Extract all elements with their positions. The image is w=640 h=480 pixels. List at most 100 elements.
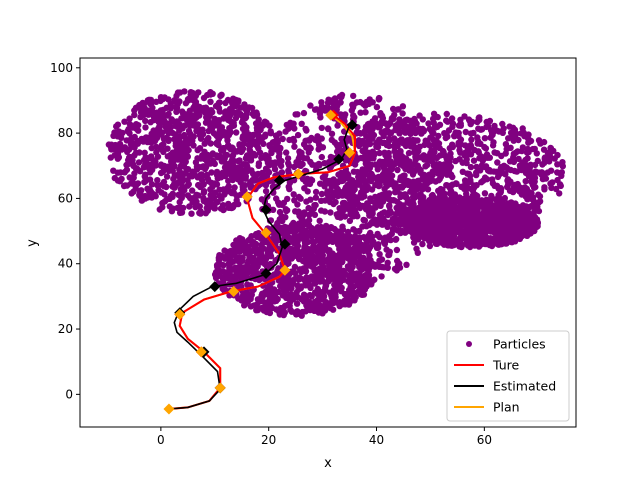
particle-point <box>412 119 419 127</box>
particle-point <box>404 225 411 232</box>
particle-point <box>406 142 414 149</box>
particle-point <box>248 133 255 141</box>
particle-point <box>368 124 375 131</box>
particle-point <box>400 182 407 189</box>
particle-point <box>400 216 408 224</box>
particle-point <box>380 238 388 245</box>
particle-point <box>307 158 314 166</box>
particle-point <box>466 237 473 244</box>
particle-point <box>441 130 448 137</box>
particle-point <box>302 278 310 286</box>
particle-point <box>146 176 154 183</box>
particle-point <box>419 218 426 225</box>
particle-point <box>233 98 240 105</box>
particle-point <box>114 133 121 140</box>
particle-point <box>157 94 165 101</box>
particle-point <box>169 205 177 212</box>
particle-point <box>159 146 167 154</box>
particle-point <box>194 202 201 209</box>
particle-point <box>429 115 437 123</box>
particle-point <box>134 140 141 147</box>
particle-point <box>351 158 358 166</box>
particle-point <box>290 249 297 257</box>
particle-point <box>263 119 270 126</box>
particle-point <box>349 260 356 268</box>
particle-point <box>373 120 380 128</box>
particle-point <box>248 104 256 112</box>
particle-point <box>221 128 228 136</box>
particle-point <box>490 128 498 135</box>
particle-point <box>315 160 323 168</box>
particle-point <box>129 175 137 182</box>
particle-point <box>406 163 414 170</box>
particle-point <box>262 182 270 189</box>
particle-point <box>342 191 349 198</box>
particle-point <box>253 260 261 267</box>
particle-point <box>474 134 481 141</box>
particle-point <box>324 301 331 309</box>
particle-point <box>352 210 360 217</box>
particle-point <box>270 286 278 293</box>
particle-point <box>443 182 450 189</box>
particle-point <box>535 199 542 206</box>
particle-point <box>376 263 383 270</box>
particle-point <box>419 125 426 133</box>
particle-point <box>386 173 393 181</box>
particle-point <box>462 149 469 156</box>
particle-point <box>227 247 235 255</box>
particle-point <box>362 272 369 279</box>
particle-point <box>187 89 195 96</box>
marker-estimated <box>279 238 291 250</box>
particle-point <box>391 139 399 147</box>
particle-point <box>350 202 357 209</box>
particle-point <box>316 217 323 224</box>
particle-point <box>224 188 231 195</box>
particle-point <box>231 167 238 175</box>
particle-point <box>147 96 155 104</box>
particle-point <box>436 175 443 183</box>
particle-point <box>463 190 470 197</box>
particle-point <box>430 194 437 201</box>
particle-point <box>295 208 302 215</box>
particle-point <box>350 289 357 296</box>
marker-plan <box>325 109 337 121</box>
particle-point <box>455 141 462 149</box>
particle-point <box>333 256 340 263</box>
particle-point <box>242 296 250 304</box>
particle-point <box>217 174 225 181</box>
particle-point <box>175 191 182 198</box>
particle-point <box>283 149 290 156</box>
particle-point <box>173 108 180 116</box>
particle-point <box>449 211 456 219</box>
particle-point <box>484 167 492 174</box>
particle-point <box>390 105 397 113</box>
particle-point <box>436 121 444 128</box>
particle-point <box>252 230 260 238</box>
particle-point <box>362 109 369 116</box>
x-axis-ticks: 0 20 40 60 <box>157 427 492 447</box>
particle-point <box>148 130 155 138</box>
particle-point <box>396 264 404 271</box>
particle-point <box>529 202 537 209</box>
plot-frame <box>79 57 577 428</box>
particle-point <box>355 253 363 260</box>
particle-point <box>170 175 177 183</box>
particle-point <box>201 140 208 147</box>
series-markers <box>163 109 358 415</box>
particle-point <box>366 252 373 259</box>
particle-point <box>393 155 401 162</box>
particle-point <box>172 103 179 111</box>
particle-point <box>216 108 224 115</box>
particle-point <box>488 242 496 250</box>
particle-point <box>374 181 382 189</box>
particle-point <box>510 137 517 144</box>
particle-point <box>291 125 298 132</box>
particle-point <box>384 223 391 230</box>
particle-point <box>454 215 461 222</box>
particle-point <box>358 266 366 273</box>
particle-point <box>209 125 216 132</box>
particle-point <box>357 109 364 116</box>
marker-estimated <box>260 268 272 280</box>
particle-point <box>338 140 345 148</box>
particle-point <box>335 171 342 178</box>
